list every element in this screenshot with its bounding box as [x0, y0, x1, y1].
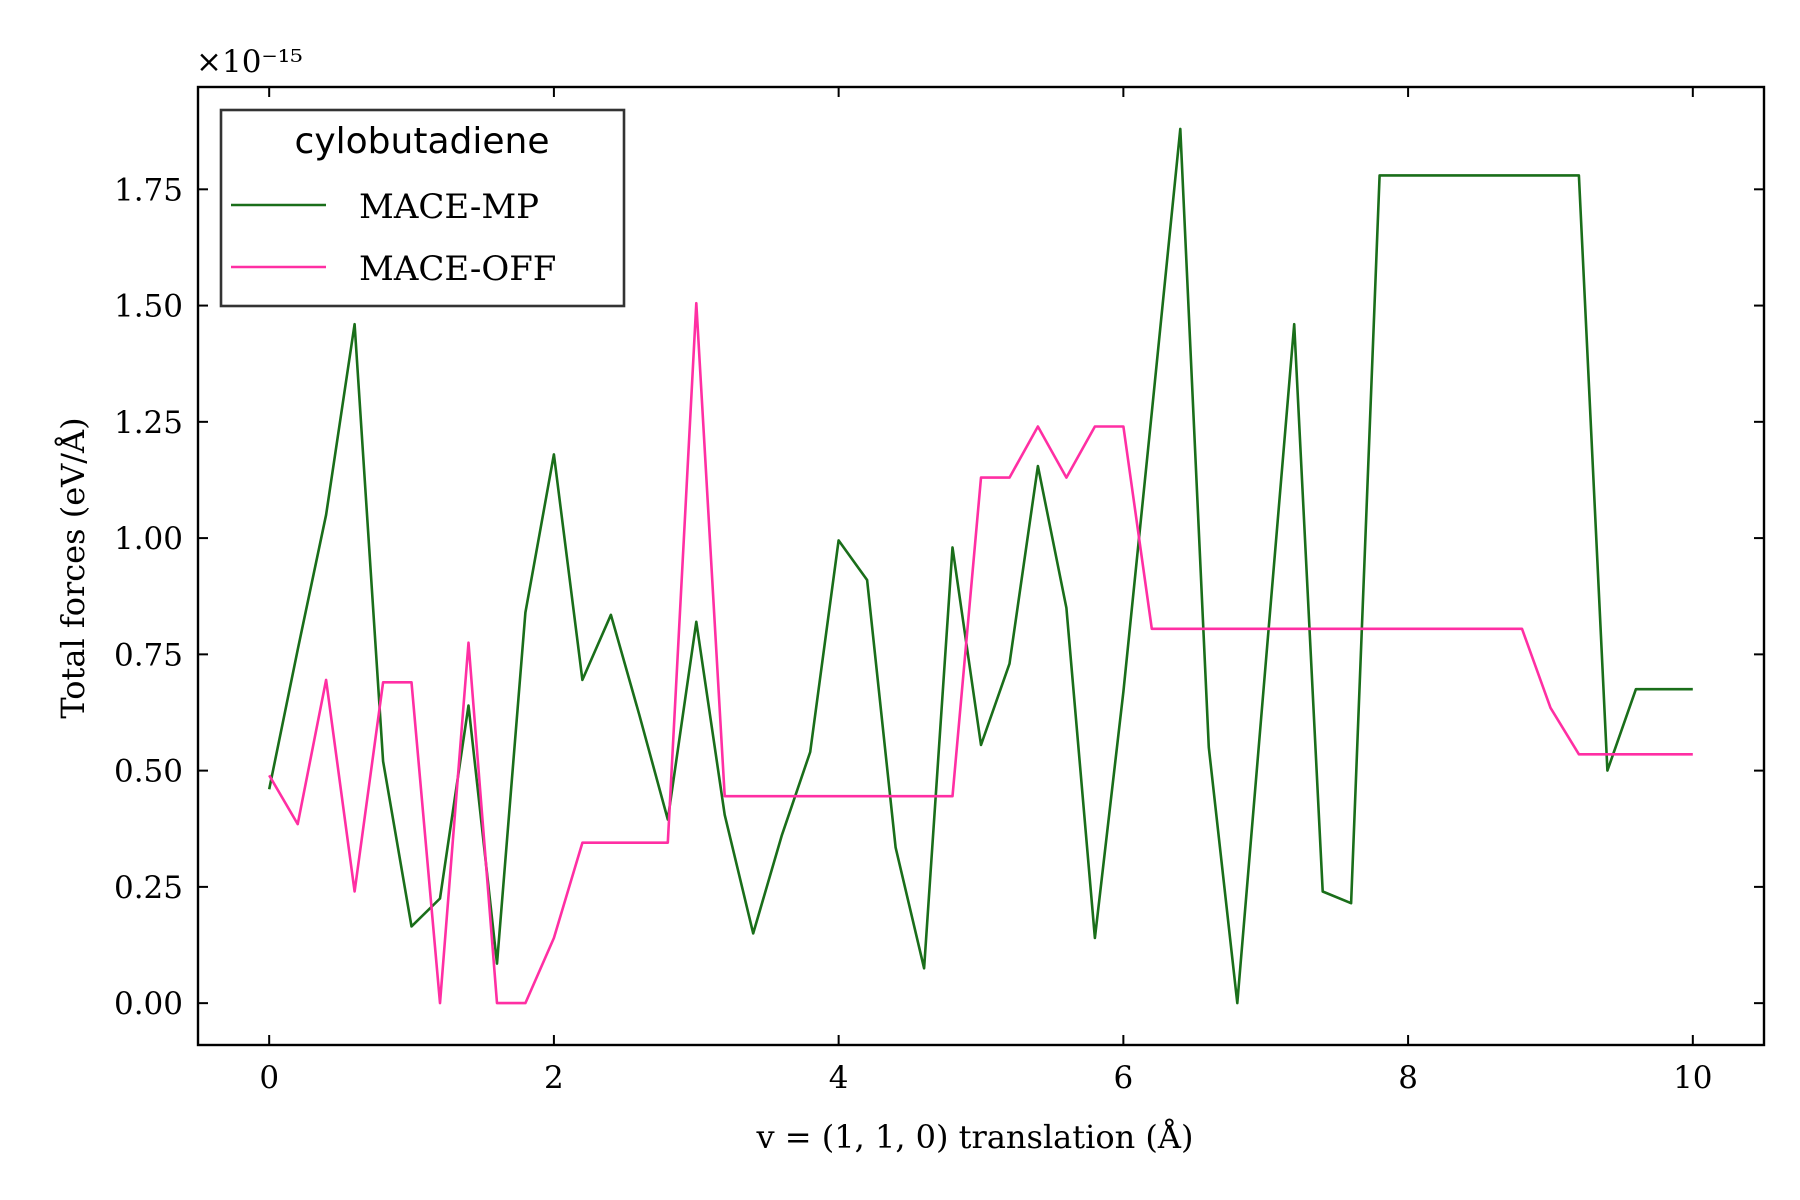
x-axis-label: v = (1, 1, 0) translation (Å): [756, 1118, 1194, 1156]
legend: cylobutadiene MACE-MP MACE-OFF: [219, 108, 626, 308]
series-line-mace-off: [268, 301, 1693, 1005]
x-tick-label: 6: [1113, 1060, 1133, 1096]
y-tick-label: 1.50: [114, 289, 183, 325]
legend-box: [219, 108, 626, 308]
ticks-layer: 0 2 4 6 8 10 0.00 0.25 0.50 0.75 1.00 1.25 1.50 1.75: [114, 87, 1764, 1096]
y-axis-label: Total forces (eV/Å): [54, 417, 92, 718]
x-tick-label: 10: [1673, 1060, 1712, 1096]
y-tick-label: 0.00: [114, 986, 183, 1022]
y-tick-label: 0.75: [114, 637, 183, 673]
x-tick-label: 4: [829, 1060, 849, 1096]
series-line-mace-mp: [267, 127, 1693, 1005]
x-tick-label: 2: [544, 1060, 564, 1096]
x-tick-label: 8: [1398, 1060, 1418, 1096]
y-tick-label: 0.25: [114, 870, 183, 906]
y-tick-label: 1.00: [114, 521, 183, 557]
legend-title: cylobutadiene: [295, 121, 550, 162]
y-tick-label: 0.50: [114, 754, 183, 790]
y-offset-text: ×10⁻¹⁵: [196, 44, 303, 80]
y-tick-label: 1.25: [114, 405, 183, 441]
plot-frame: [196, 85, 1766, 1047]
y-tick-label: 1.75: [114, 172, 183, 208]
series-layer: [267, 127, 1693, 1005]
x-tick-label: 0: [259, 1060, 279, 1096]
legend-label-mace-off: MACE-OFF: [359, 249, 556, 289]
legend-label-mace-mp: MACE-MP: [359, 187, 539, 227]
